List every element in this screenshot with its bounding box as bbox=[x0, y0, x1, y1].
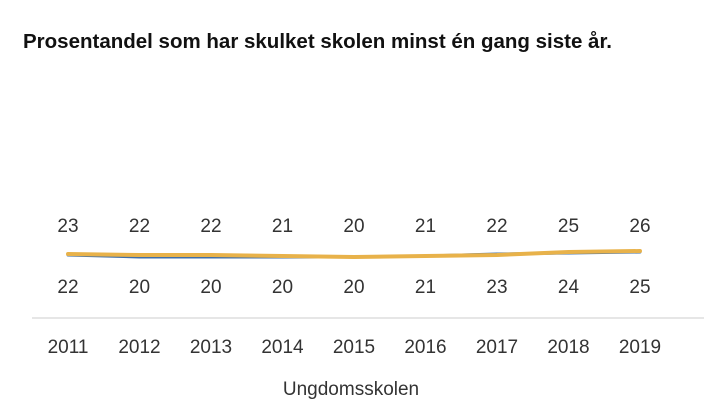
x-tick-label-2011: 2011 bbox=[48, 337, 89, 358]
data-label-s2-2018: 24 bbox=[558, 277, 580, 298]
data-label-s1-2011: 23 bbox=[57, 216, 78, 237]
x-axis-label: Ungdomsskolen bbox=[283, 379, 419, 400]
data-label-s1-2012: 22 bbox=[129, 216, 150, 237]
x-tick-label-2019: 2019 bbox=[619, 337, 661, 358]
x-tick-labels: 2011 2012 2013 2014 2015 2016 2017 2018 2019 bbox=[48, 337, 662, 358]
data-label-s2-2014: 20 bbox=[272, 277, 293, 298]
x-tick-label-2012: 2012 bbox=[118, 337, 160, 358]
x-tick-label-2015: 2015 bbox=[333, 337, 375, 358]
series-layer bbox=[66, 249, 642, 259]
data-label-s2-2015: 20 bbox=[343, 277, 364, 298]
x-tick-label-2017: 2017 bbox=[476, 337, 518, 358]
data-label-s2-2013: 20 bbox=[200, 277, 221, 298]
series-line-1 bbox=[66, 249, 642, 259]
data-label-s1-2013: 22 bbox=[200, 216, 221, 237]
data-label-s1-2018: 25 bbox=[558, 216, 579, 237]
data-label-s2-2012: 20 bbox=[129, 277, 150, 298]
data-labels-layer: 23 22 22 21 20 21 22 25 26 22 20 20 20 20 21 23 24 25 bbox=[57, 216, 650, 298]
data-label-s1-2016: 21 bbox=[415, 216, 436, 237]
data-label-s1-2019: 26 bbox=[629, 216, 650, 237]
data-label-s2-2016: 21 bbox=[415, 277, 436, 298]
data-label-s1-2014: 21 bbox=[272, 216, 293, 237]
data-label-s2-2017: 23 bbox=[486, 277, 507, 298]
data-label-s2-2019: 25 bbox=[629, 277, 650, 298]
x-tick-label-2013: 2013 bbox=[190, 337, 232, 358]
data-label-s2-2011: 22 bbox=[57, 277, 78, 298]
data-label-s1-2015: 20 bbox=[343, 216, 364, 237]
data-label-s1-2017: 22 bbox=[486, 216, 507, 237]
x-tick-label-2018: 2018 bbox=[547, 337, 589, 358]
x-tick-label-2016: 2016 bbox=[404, 337, 446, 358]
chart-title: Prosentandel som har skulket skolen mins… bbox=[23, 30, 613, 53]
x-tick-label-2014: 2014 bbox=[261, 337, 304, 358]
